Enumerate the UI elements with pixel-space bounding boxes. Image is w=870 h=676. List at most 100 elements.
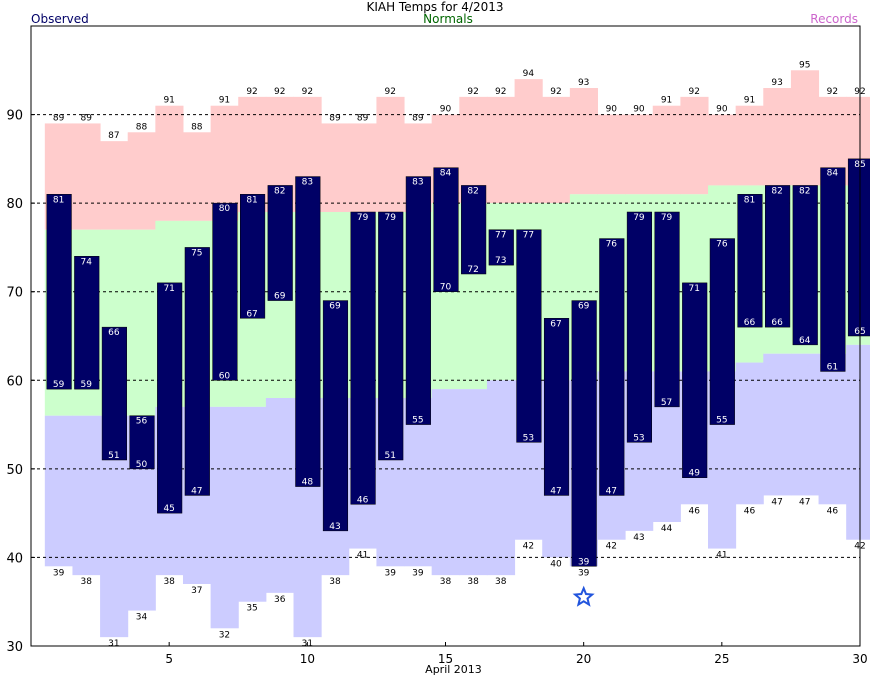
observed-high-label: 79: [357, 213, 369, 223]
observed-high-label: 82: [467, 186, 478, 196]
observed-bar: [378, 211, 404, 461]
observed-low-label: 45: [163, 504, 174, 514]
observed-high-label: 76: [716, 240, 728, 250]
record-low-band: [846, 344, 870, 540]
record-low-band: [238, 406, 267, 602]
record-high-band: [72, 123, 101, 230]
record-high-band: [652, 105, 681, 195]
observed-bar: [792, 185, 818, 346]
x-tick-label: 30: [852, 652, 867, 666]
observed-high-label: 84: [440, 169, 452, 179]
record-high-label: 91: [744, 96, 755, 106]
record-high-label: 89: [412, 113, 424, 123]
observed-low-label: 60: [219, 371, 231, 381]
observed-low-label: 43: [329, 522, 340, 532]
y-tick-label: 90: [6, 109, 23, 124]
y-tick-label: 30: [6, 640, 23, 655]
observed-high-label: 67: [550, 319, 561, 329]
legend-observed: Observed: [31, 12, 89, 26]
observed-low-label: 55: [412, 416, 423, 426]
observed-bar: [157, 282, 183, 514]
record-low-label: 41: [716, 551, 727, 561]
y-tick-label: 70: [6, 286, 23, 301]
record-low-band: [486, 380, 516, 576]
observed-bar: [267, 185, 293, 301]
observed-high-label: 84: [827, 169, 839, 179]
observed-bar: [240, 194, 266, 319]
record-high-label: 91: [661, 96, 672, 106]
record-low-label: 38: [329, 577, 341, 587]
record-high-label: 91: [163, 96, 174, 106]
observed-low-label: 53: [523, 433, 534, 443]
record-high-label: 89: [329, 113, 341, 123]
record-low-label: 39: [412, 568, 424, 578]
record-high-band: [735, 105, 764, 186]
record-low-band: [404, 398, 433, 567]
observed-bar: [847, 158, 870, 337]
observed-high-label: 81: [744, 195, 755, 205]
x-tick-label: 20: [576, 652, 591, 666]
record-high-band: [348, 123, 377, 212]
observed-bar: [516, 229, 542, 443]
observed-low-label: 49: [688, 469, 700, 479]
observed-bar: [46, 194, 72, 390]
record-low-label: 39: [385, 568, 397, 578]
record-low-label: 36: [274, 595, 286, 605]
record-low-label: 41: [357, 551, 368, 561]
observed-low-label: 47: [606, 486, 617, 496]
record-high-band: [321, 123, 350, 212]
record-low-band: [265, 398, 295, 593]
record-high-label: 88: [136, 122, 148, 132]
record-high-label: 87: [108, 131, 119, 141]
observed-bar: [322, 300, 349, 532]
record-low-label: 38: [163, 577, 175, 587]
record-high-band: [569, 88, 598, 195]
observed-bar: [129, 415, 155, 470]
observed-high-label: 79: [661, 213, 673, 223]
record-low-label: 34: [136, 613, 148, 623]
observed-high-label: 66: [108, 328, 120, 338]
observed-low-label: 66: [771, 318, 783, 328]
observed-high-label: 79: [385, 213, 397, 223]
record-high-band: [763, 88, 792, 186]
y-tick-label: 50: [6, 463, 23, 478]
record-high-band: [486, 96, 516, 204]
record-low-band: [459, 389, 488, 576]
record-low-label: 47: [799, 497, 810, 507]
record-high-band: [542, 96, 571, 204]
observed-high-label: 81: [246, 195, 257, 205]
record-low-label: 37: [191, 586, 202, 596]
record-high-label: 92: [827, 87, 838, 97]
observed-bar: [101, 326, 127, 461]
record-low-label: 39: [53, 568, 65, 578]
record-high-label: 92: [688, 87, 699, 97]
record-low-band: [44, 415, 73, 567]
record-low-label: 35: [246, 604, 257, 614]
record-high-band: [680, 96, 709, 195]
record-high-label: 95: [799, 60, 810, 70]
record-low-label: 44: [661, 524, 673, 534]
observed-bar: [184, 247, 210, 496]
observed-bar: [74, 256, 100, 390]
observed-bar: [765, 185, 791, 328]
x-tick-label: 15: [438, 652, 453, 666]
observed-low-label: 73: [495, 256, 506, 266]
record-high-label: 92: [274, 87, 285, 97]
observed-high-label: 83: [302, 178, 313, 188]
record-low-label: 40: [550, 559, 562, 569]
observed-low-label: 53: [633, 433, 644, 443]
record-high-label: 90: [633, 105, 645, 115]
observed-high-label: 71: [163, 284, 174, 294]
observed-high-label: 80: [219, 204, 231, 214]
observed-low-label: 47: [550, 486, 561, 496]
record-low-label: 42: [606, 542, 617, 552]
record-low-label: 43: [633, 533, 644, 543]
observed-high-label: 75: [191, 248, 202, 258]
observed-high-label: 69: [578, 302, 590, 312]
record-low-label: 38: [440, 577, 452, 587]
observed-bar: [350, 211, 376, 505]
observed-bar: [461, 185, 487, 275]
observed-bar: [405, 176, 431, 425]
observed-high-label: 82: [274, 186, 285, 196]
